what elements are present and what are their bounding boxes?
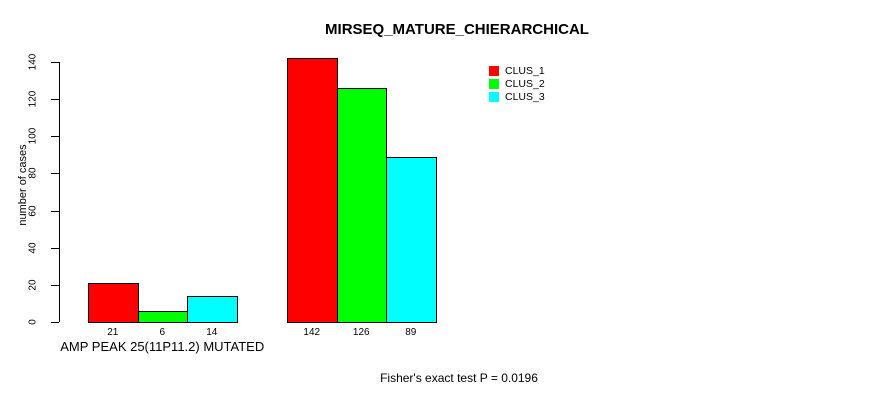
bar-clus_3-group1 [187,296,238,323]
y-tick-mark [51,210,59,212]
y-tick-label: 20 [27,279,39,291]
y-tick-label: 40 [27,242,39,254]
y-tick-mark [51,136,59,138]
legend-swatch-clus_3 [489,92,499,102]
legend-label-clus_2: CLUS_2 [505,78,545,90]
chart-title: MIRSEQ_MATURE_CHIERARCHICAL [325,21,589,38]
y-tick-mark [51,322,59,323]
legend-label-clus_1: CLUS_1 [505,65,545,77]
y-axis-line [59,62,60,322]
bar-clus_1-group2 [287,58,338,323]
y-tick-label: 60 [27,205,39,217]
bar-value-label: 89 [405,327,417,338]
bar-value-label: 6 [159,327,166,338]
x-axis-category-label: AMP PEAK 25(11P11.2) MUTATED [60,339,265,354]
y-tick-mark [51,247,59,249]
legend-label-clus_3: CLUS_3 [505,91,545,103]
legend-swatch-clus_1 [489,66,499,76]
bar-clus_1-group1 [88,283,139,323]
y-tick-mark [51,99,59,101]
y-tick-label: 80 [27,167,39,179]
footer-pvalue: Fisher's exact test P = 0.0196 [380,371,538,385]
bar-value-label: 142 [303,327,321,338]
y-tick-label: 100 [27,127,39,145]
bar-value-label: 21 [107,327,119,338]
bar-clus_2-group1 [137,311,188,323]
y-tick-label: 120 [27,90,39,108]
legend-swatch-clus_2 [489,79,499,89]
y-tick-mark [51,284,59,286]
bar-clus_3-group2 [386,157,437,323]
y-tick-mark [51,62,59,63]
y-tick-label: 0 [27,319,39,325]
y-tick-label: 140 [27,53,39,71]
bar-value-label: 126 [352,327,370,338]
bar-value-label: 14 [206,327,218,338]
bar-clus_2-group2 [336,88,387,323]
y-tick-mark [51,173,59,175]
